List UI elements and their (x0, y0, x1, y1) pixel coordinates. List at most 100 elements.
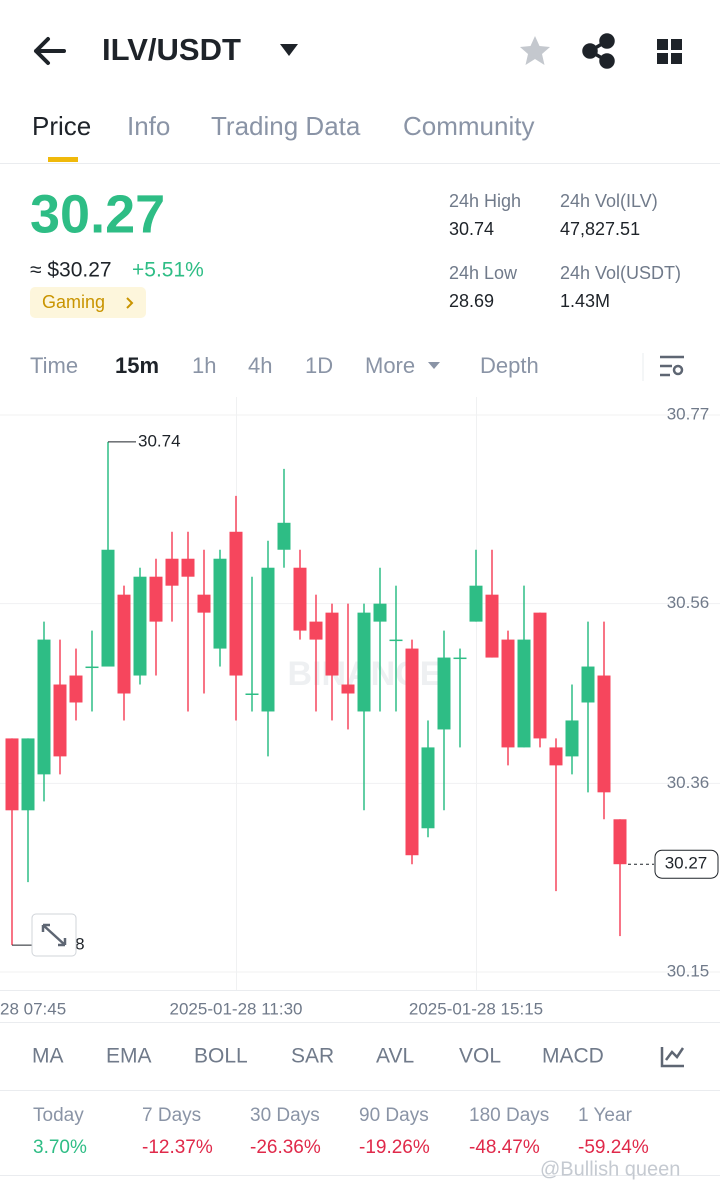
performance-label: 90 Days (359, 1105, 429, 1126)
performance-label: Today (33, 1105, 84, 1126)
performance-value: -12.37% (142, 1137, 213, 1158)
performance-label: 1 Year (578, 1105, 633, 1126)
tab[interactable]: Info (127, 111, 170, 141)
watermark: @Bullish queen (540, 1158, 680, 1180)
stat-label: 24h Vol(USDT) (560, 263, 681, 283)
x-tick-label: 2025-01-28 11:30 (170, 999, 303, 1018)
candle-body (453, 657, 467, 660)
y-tick-label: 30.56 (667, 593, 710, 612)
interval[interactable]: 15m (115, 353, 159, 378)
candle-body (341, 684, 355, 694)
tag-label[interactable]: Gaming (42, 292, 105, 312)
candle-body (277, 522, 291, 550)
back-icon[interactable] (34, 37, 66, 65)
last-price-box (654, 849, 719, 879)
interval[interactable]: Depth (480, 353, 539, 378)
stat-label: 24h High (449, 191, 521, 211)
x-tick-label: 2025-01-28 15:15 (409, 999, 543, 1018)
candle-body (165, 558, 179, 586)
x-tick-label: 28 07:45 (0, 999, 66, 1018)
performance-label: 180 Days (469, 1105, 549, 1126)
performance-label: 7 Days (142, 1105, 201, 1126)
tab[interactable]: Community (403, 111, 534, 141)
candle-body (149, 576, 163, 622)
stat-value: 30.74 (449, 219, 494, 239)
tab-indicator (48, 157, 78, 162)
menu-icon[interactable] (657, 39, 682, 64)
candle-body (357, 612, 371, 712)
candle-body (53, 684, 67, 757)
pair-title[interactable]: ILV/USDT (102, 32, 241, 67)
candle-body (245, 693, 259, 695)
y-tick-label: 30.15 (667, 962, 710, 981)
y-tick-label: 30.77 (667, 404, 710, 423)
candle-body (517, 639, 531, 748)
candle-body (389, 639, 403, 642)
high-label: 30.74 (138, 431, 181, 450)
candle-body (261, 567, 275, 712)
indicator[interactable]: VOL (459, 1045, 501, 1068)
stat-label: 24h Low (449, 263, 518, 283)
fiat-price: ≈ $30.27 (30, 259, 112, 282)
indicator[interactable]: MACD (542, 1045, 604, 1068)
interval[interactable]: 1D (305, 353, 333, 378)
candle-body (37, 639, 51, 775)
candle-body (565, 720, 579, 757)
performance-value: -59.24% (578, 1137, 649, 1158)
pair-caret[interactable] (280, 44, 298, 56)
candle-body (213, 558, 227, 649)
candle-body (69, 675, 83, 703)
indicator[interactable]: EMA (106, 1045, 152, 1068)
candle-body (405, 648, 419, 856)
candle-body (133, 576, 147, 676)
indicator[interactable]: BOLL (194, 1045, 248, 1068)
stat-value: 47,827.51 (560, 219, 640, 239)
performance-value: 3.70% (33, 1137, 87, 1158)
candle-body (117, 594, 131, 694)
candle-body (293, 567, 307, 631)
indicator[interactable]: SAR (291, 1045, 334, 1068)
favorite-icon[interactable] (520, 36, 550, 65)
candle-body (5, 738, 19, 811)
tab[interactable]: Price (32, 111, 91, 141)
interval[interactable]: 1h (192, 353, 216, 378)
interval[interactable]: 4h (248, 353, 272, 378)
candle-body (309, 621, 323, 640)
y-tick-label: 30.36 (667, 773, 710, 792)
candle-body (325, 612, 339, 676)
indicator[interactable]: AVL (376, 1045, 414, 1068)
expand-icon[interactable] (41, 923, 67, 947)
candle-body (613, 819, 627, 865)
last-price-label: 30.27 (665, 854, 708, 873)
candle-body (101, 549, 115, 667)
candle-body (197, 594, 211, 613)
stat-value: 1.43M (560, 291, 610, 311)
candle-body (421, 747, 435, 829)
candle-body (373, 603, 387, 622)
indicator-icon[interactable] (660, 1047, 685, 1068)
candle-body (229, 531, 243, 676)
interval[interactable]: Time (30, 353, 78, 378)
indicator[interactable]: MA (32, 1045, 64, 1068)
share-icon[interactable] (582, 33, 615, 69)
tab[interactable]: Trading Data (211, 111, 361, 141)
price-change: +5.51% (132, 259, 204, 282)
performance-value: -19.26% (359, 1137, 430, 1158)
candle-body (501, 639, 515, 748)
candle-body (549, 747, 563, 766)
tag-pill[interactable] (30, 287, 146, 318)
candle-body (21, 738, 35, 811)
candle-body (85, 666, 99, 669)
chart-settings-icon[interactable] (660, 355, 684, 377)
candle-body (469, 585, 483, 622)
more-caret[interactable] (428, 362, 440, 369)
interval[interactable]: More (365, 353, 415, 378)
candle-body (581, 666, 595, 703)
performance-label: 30 Days (250, 1105, 320, 1126)
tag-chevron[interactable] (126, 297, 134, 309)
stat-value: 28.69 (449, 291, 494, 311)
last-price: 30.27 (30, 184, 165, 244)
candle-body (437, 657, 451, 730)
